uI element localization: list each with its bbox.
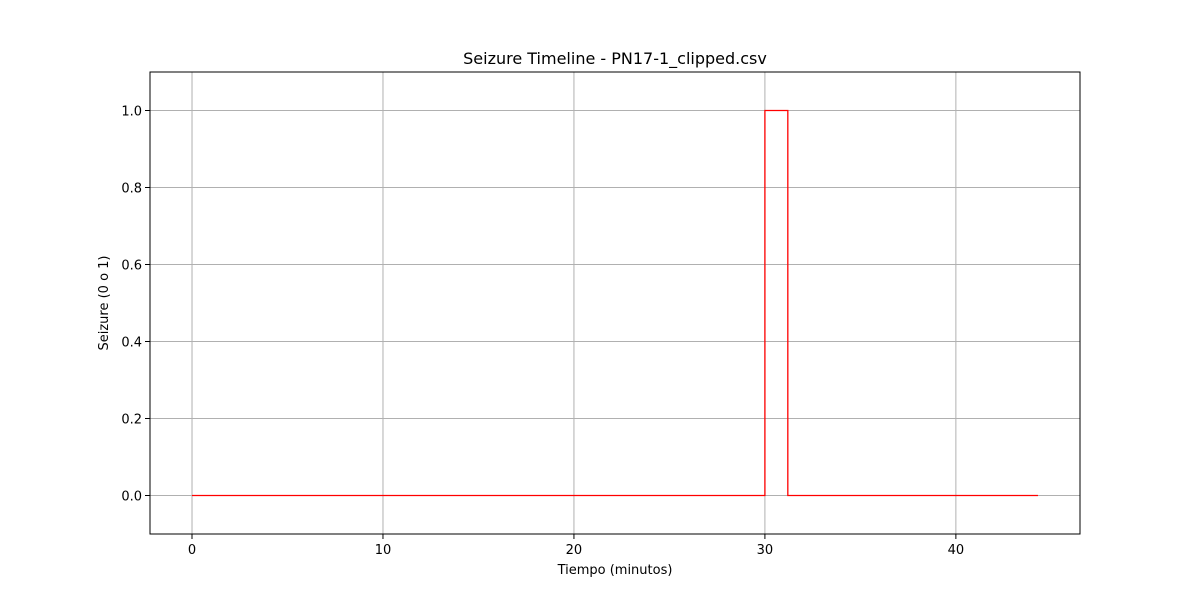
x-axis-ticks: 0 10 20 30 40 [188, 534, 964, 558]
x-tick-label: 0 [188, 543, 196, 558]
y-tick-label: 0.2 [121, 413, 142, 428]
x-tick-label: 30 [757, 543, 774, 558]
y-axis-label: Seizure (0 o 1) [97, 255, 112, 350]
chart-title: Seizure Timeline - PN17-1_clipped.csv [463, 49, 767, 69]
y-tick-label: 1.0 [121, 105, 142, 120]
seizure-series-line [192, 109, 1038, 497]
x-tick-label: 40 [948, 543, 965, 558]
series-layer [192, 109, 1038, 497]
x-tick-label: 20 [566, 543, 583, 558]
x-tick-label: 10 [375, 543, 392, 558]
y-tick-label: 0.4 [121, 336, 142, 351]
y-tick-label: 0.6 [121, 259, 142, 274]
y-tick-label: 0.0 [121, 490, 142, 505]
y-axis-ticks: 0.0 0.2 0.4 0.6 0.8 1.0 [121, 105, 150, 505]
x-axis-label: Tiempo (minutos) [557, 563, 673, 578]
axes-frame [149, 71, 1081, 535]
y-tick-label: 0.8 [121, 182, 142, 197]
